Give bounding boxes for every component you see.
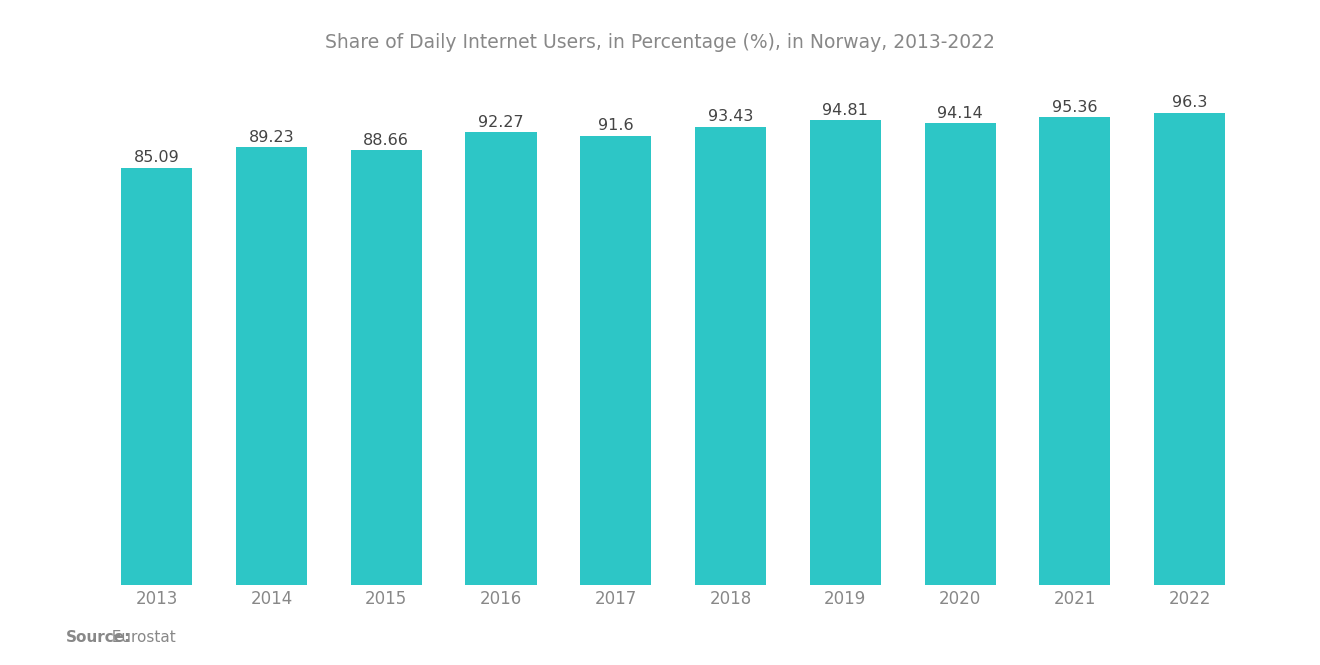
Bar [696,127,766,585]
Text: 96.3: 96.3 [1172,95,1208,110]
Bar [1039,117,1110,585]
Text: 91.6: 91.6 [598,118,634,133]
Text: Eurostat: Eurostat [102,630,176,645]
Text: 85.09: 85.09 [133,150,180,165]
Text: 92.27: 92.27 [478,115,524,130]
Text: 89.23: 89.23 [248,130,294,145]
Bar [351,150,422,585]
Text: 95.36: 95.36 [1052,100,1098,115]
Text: 88.66: 88.66 [363,133,409,148]
Bar [236,148,308,585]
Bar [581,136,651,585]
Text: Source:: Source: [66,630,132,645]
Bar [121,168,193,585]
Bar [924,123,995,585]
Text: 94.81: 94.81 [822,102,869,118]
Bar [466,132,537,585]
Text: 94.14: 94.14 [937,106,983,121]
Bar [809,120,880,585]
Text: 93.43: 93.43 [708,109,754,124]
Text: Share of Daily Internet Users, in Percentage (%), in Norway, 2013-2022: Share of Daily Internet Users, in Percen… [325,33,995,53]
Bar [1154,112,1225,585]
